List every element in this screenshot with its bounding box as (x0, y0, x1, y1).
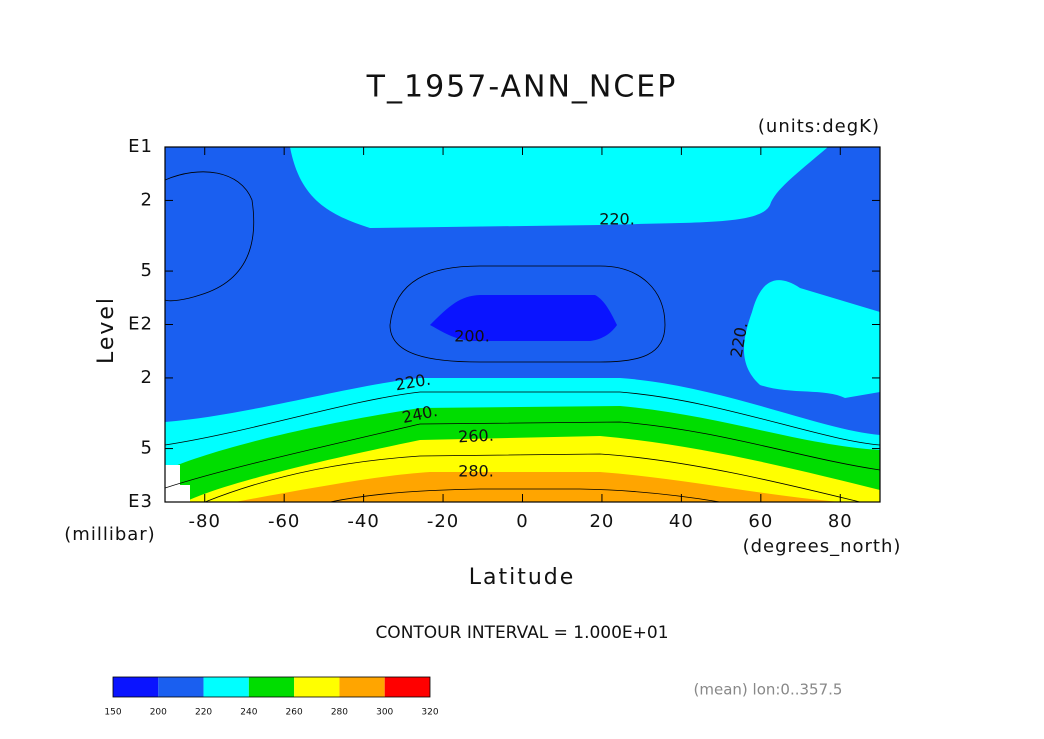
y-tick-label: 5 (141, 438, 153, 459)
colorbar-frame (112, 676, 431, 698)
colorbar-swatch (294, 677, 340, 697)
y-tick-label: 2 (141, 189, 153, 210)
colorbar-label: 300 (376, 708, 393, 718)
contour-line (165, 171, 255, 302)
colorbar-label: 260 (286, 708, 303, 718)
colorbar-swatch (203, 677, 249, 697)
colorbar-swatch (339, 677, 385, 697)
colorbar-label: 220 (195, 708, 212, 718)
units-label: (units:degK) (758, 116, 880, 137)
x-tick-label: 40 (669, 511, 694, 532)
contour-line (204, 453, 861, 502)
x-axis-label: Latitude (469, 565, 576, 590)
y-tick-label: 5 (141, 260, 153, 281)
x-tick-label: -40 (347, 511, 379, 532)
contour-interval: CONTOUR INTERVAL = 1.000E+01 (375, 623, 668, 643)
x-tick-label: 60 (748, 511, 773, 532)
x-tick-label: -80 (189, 511, 221, 532)
colorbar-label: 320 (421, 708, 438, 718)
contour-line (389, 265, 666, 363)
x-tick-label: 0 (516, 511, 528, 532)
colorbar-label: 200 (150, 708, 167, 718)
contour-fill (430, 295, 617, 341)
contour-label: 280. (458, 462, 494, 481)
y-units: (millibar) (64, 524, 155, 545)
x-tick-label: -20 (427, 511, 459, 532)
colorbar-swatch (248, 677, 295, 697)
contour-label: 260. (458, 426, 495, 447)
colorbar-label: 150 (104, 708, 121, 718)
y-tick-label: E3 (128, 491, 153, 512)
colorbar-swatch (384, 677, 430, 697)
colorbar-swatch (158, 677, 204, 697)
colorbar-swatch (113, 677, 159, 697)
y-tick-label: E1 (128, 136, 153, 157)
x-tick-label: 80 (828, 511, 853, 532)
contour-fill (743, 280, 880, 398)
contour-fill (290, 147, 828, 228)
missing-data (165, 465, 190, 502)
colorbar-label: 280 (331, 708, 348, 718)
y-axis-label: Level (94, 296, 119, 364)
chart-title: T_1957-ANN_NCEP (366, 70, 678, 105)
contour-label: 200. (454, 327, 490, 346)
footnote: (mean) lon:0..357.5 (694, 681, 843, 699)
y-tick-label: 2 (141, 367, 153, 388)
y-tick-label: E2 (128, 314, 153, 335)
contour-line (165, 421, 880, 489)
x-tick-label: -60 (268, 511, 300, 532)
x-units: (degrees_north) (743, 536, 902, 557)
colorbar-label: 240 (240, 708, 257, 718)
contour-field (165, 147, 880, 502)
x-tick-label: 20 (589, 511, 614, 532)
contour-line (165, 391, 880, 446)
contour-line (329, 488, 721, 502)
contour-label: 220. (599, 210, 635, 229)
contour-fill (235, 472, 840, 502)
